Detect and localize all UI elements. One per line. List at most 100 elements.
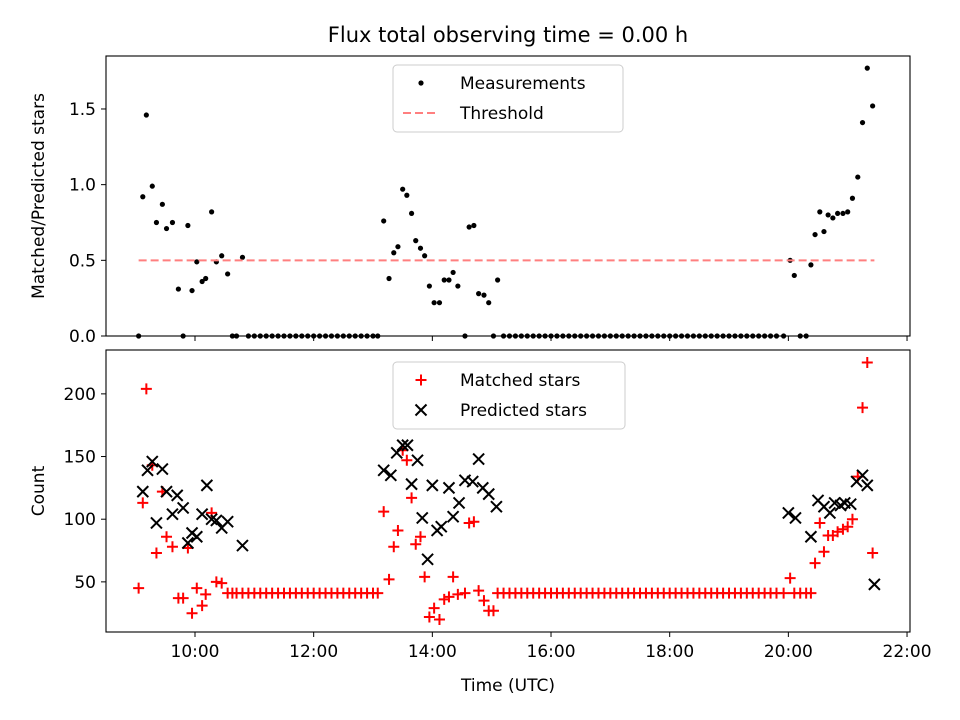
predicted-star-point [466,475,479,488]
predicted-star-point [490,500,503,513]
legend-label: Matched stars [460,371,580,391]
matched-star-point [133,582,145,594]
measurement-point [708,333,714,339]
measurement-point [381,218,387,224]
y-axis-label: Count [29,465,49,516]
measurement-point [426,283,432,289]
measurement-point [417,245,424,251]
measurement-point [269,333,275,339]
measurement-point [476,291,482,297]
predicted-star-point [405,477,418,491]
measurement-point [702,333,708,339]
measurement-point [395,244,401,250]
measurement-point [812,231,818,238]
measurement-point [322,333,329,339]
matched-star-point [778,587,790,599]
predicted-star-point [868,578,881,591]
measurement-point [625,333,631,339]
measurement-point [506,333,513,339]
legend: Measurements Threshold [392,64,624,133]
x-tick-label: 16:00 [527,642,576,662]
measurement-point [678,333,685,339]
matched-star-point [196,600,208,612]
matched-star-point [372,587,384,599]
predicted-star-point [195,507,209,521]
matched-star-point [401,454,413,466]
y-tick-label: 50 [74,573,96,593]
matched-star-point [818,546,830,558]
measurement-point [203,275,209,282]
x-axis-label: Time (UTC) [460,676,555,696]
predicted-star-point [181,536,195,550]
measurement-point [334,333,341,339]
measurement-point [153,219,160,226]
measurement-point [821,228,827,235]
measurement-point [408,210,415,217]
measurement-point [219,253,225,259]
measurement-point [311,333,317,339]
legend-label: Predicted stars [460,401,587,421]
measurement-point [466,224,472,230]
matched-star-point [423,611,435,623]
measurement-point [481,292,487,298]
measurement-point [601,333,608,339]
measurement-point [554,333,560,339]
measurement-point [169,219,176,226]
matched-star-point [378,506,390,518]
measurement-point [797,333,803,339]
measurement-point [400,186,406,192]
measurement-point [209,209,215,215]
measurement-point [251,333,257,339]
y-tick-label: 200 [64,385,96,405]
y-tick-label: 1.5 [69,100,96,120]
predicted-star-point [401,439,414,452]
y-tick-label: 1.0 [69,176,96,196]
measurement-point [808,262,814,268]
measurement-point [530,333,536,339]
predicted-star-point [236,539,249,552]
measurement-point [849,195,856,201]
matched-star-point [842,521,854,533]
measurement-point [391,250,397,256]
predicted-star-point [782,506,795,520]
measurement-point [542,333,548,339]
measurement-point [631,333,637,339]
predicted-star-point [377,464,390,477]
measurement-point [140,194,146,200]
legend-label: Measurements [460,74,586,94]
measurement-point [607,333,613,339]
predicted-star-point [861,479,874,492]
legend: Matched stars Predicted stars [392,361,626,430]
measurement-point [637,333,643,339]
predicted-star-point [156,462,169,476]
matched-star-point [140,383,152,395]
matched-star-point [846,513,858,525]
measurement-point [431,300,437,306]
measurement-point [462,333,468,339]
measurement-point [756,333,762,339]
legend-box [392,361,626,430]
predicted-star-point [141,464,154,477]
measurement-point [619,333,625,339]
measurement-point [328,333,335,339]
matched-star-point [428,602,440,614]
matched-star-point [459,587,471,599]
measurement-point [180,333,186,339]
measurement-point [375,333,381,339]
measurement-point [370,333,376,339]
y-tick-label: 0.5 [69,251,96,271]
predicted-star-point [166,507,179,521]
measurement-point [767,333,774,339]
legend-measurement-swatch [418,80,424,86]
x-tick-label: 22:00 [883,642,932,662]
predicted-star-point [482,487,495,501]
measurement-point [732,333,738,339]
matched-star-point [468,516,480,528]
measurement-point [495,277,501,283]
matched-star-point [433,613,445,625]
measurement-point [560,333,566,339]
measurement-point [194,259,200,265]
matched-star-point [837,523,849,535]
predicted-star-point [823,506,837,520]
measurement-point [490,333,497,339]
